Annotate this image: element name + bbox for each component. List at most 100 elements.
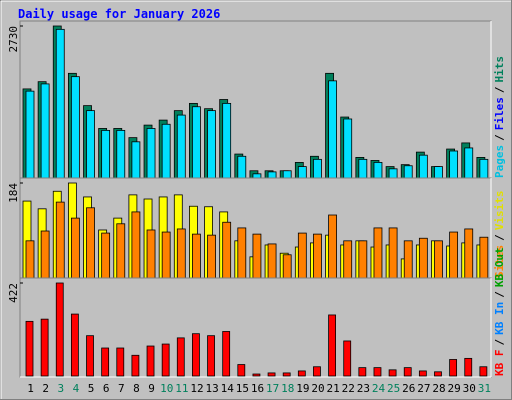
bar <box>116 223 126 279</box>
bar <box>328 214 337 279</box>
bar <box>343 340 352 377</box>
bar <box>101 347 110 377</box>
bar <box>116 347 125 377</box>
bar <box>464 228 474 279</box>
bar <box>449 150 459 179</box>
bar <box>161 123 171 179</box>
x-tick-label: 2 <box>42 382 49 395</box>
bar <box>449 359 458 377</box>
bar <box>40 318 49 377</box>
bar <box>25 240 35 279</box>
bar <box>55 201 65 279</box>
bar <box>207 234 216 279</box>
bar <box>449 231 459 279</box>
bar <box>297 166 307 179</box>
legend-separator: / <box>493 291 506 298</box>
x-tick-label: 19 <box>296 382 309 395</box>
bar <box>101 129 111 179</box>
x-tick-label: 10 <box>160 382 173 395</box>
x-tick-label: 17 <box>266 382 279 395</box>
bar <box>313 366 321 377</box>
bar <box>479 158 489 179</box>
bar <box>25 90 35 179</box>
bar <box>313 233 322 279</box>
bar <box>282 254 292 279</box>
bar <box>388 369 397 377</box>
bar <box>146 128 156 179</box>
x-tick-label: 13 <box>205 382 218 395</box>
bar <box>70 313 79 377</box>
bar <box>373 227 383 279</box>
legend-entry: KB In <box>493 302 506 335</box>
bar <box>464 357 473 377</box>
bar <box>176 228 186 279</box>
bar <box>252 373 261 377</box>
x-tick-label: 27 <box>417 382 430 395</box>
bar <box>358 240 368 279</box>
bar <box>70 76 80 179</box>
bar <box>434 371 442 377</box>
x-tick-label: 16 <box>251 382 264 395</box>
legend: Sites / Visits <box>493 191 506 279</box>
bar <box>418 237 428 279</box>
x-tick-label: 30 <box>463 382 476 395</box>
bar <box>328 80 337 179</box>
bar <box>222 102 232 179</box>
bar <box>403 367 412 377</box>
bar <box>343 118 353 179</box>
bar <box>373 367 382 377</box>
legend-entry: Hits <box>493 56 506 83</box>
bar <box>479 236 489 279</box>
bar <box>55 28 65 179</box>
legend-entry: Files <box>493 97 506 130</box>
bar <box>192 333 200 377</box>
bar <box>101 232 111 279</box>
bar <box>192 106 201 179</box>
x-tick-label: 15 <box>236 382 249 395</box>
legend-separator: / <box>493 234 506 241</box>
y-max-label: 422 <box>7 283 20 303</box>
bar <box>40 230 50 279</box>
legend-entry: Pages <box>493 145 506 178</box>
bar <box>358 158 368 179</box>
x-tick-label: 3 <box>58 382 65 395</box>
bar <box>464 147 474 179</box>
bar <box>237 155 247 179</box>
bar <box>252 173 262 179</box>
legend-entry: KB F <box>493 350 506 377</box>
y-max-label: 184 <box>7 183 20 203</box>
x-tick-label: 25 <box>387 382 400 395</box>
bar <box>418 370 427 377</box>
bar <box>161 231 171 279</box>
bar <box>237 227 247 279</box>
x-tick-label: 5 <box>88 382 95 395</box>
bar <box>328 314 336 377</box>
legend-entry: Sites <box>493 245 506 278</box>
bar <box>131 354 140 377</box>
bar <box>358 367 367 377</box>
x-tick-label: 22 <box>342 382 355 395</box>
x-tick-label: 14 <box>221 382 235 395</box>
legend: Pages / Files / Hits <box>493 56 506 178</box>
legend-separator: / <box>493 339 506 346</box>
bar <box>116 129 126 179</box>
x-tick-label: 18 <box>281 382 294 395</box>
x-tick-label: 28 <box>432 382 445 395</box>
x-tick-label: 11 <box>175 382 188 395</box>
bar <box>343 240 353 279</box>
bar <box>403 165 413 179</box>
bar <box>403 240 413 279</box>
legend-entry: KB Out <box>493 247 506 287</box>
bar <box>297 370 306 377</box>
bar <box>282 372 291 377</box>
x-tick-label: 24 <box>372 382 386 395</box>
x-tick-label: 31 <box>478 382 491 395</box>
bar <box>55 282 64 377</box>
bar <box>146 345 155 377</box>
x-tick-label: 6 <box>103 382 110 395</box>
bar <box>252 233 262 279</box>
bar <box>267 372 276 377</box>
bar <box>222 331 231 377</box>
bar <box>373 162 383 179</box>
bar <box>237 364 246 377</box>
